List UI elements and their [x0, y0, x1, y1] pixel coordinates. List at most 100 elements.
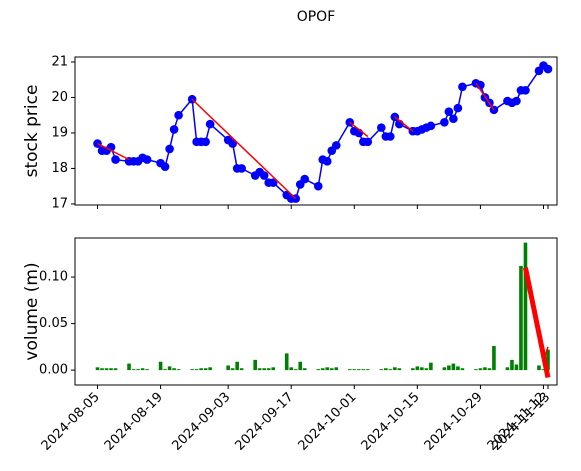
volume-bar — [235, 361, 239, 371]
price-marker — [363, 137, 373, 147]
volume-bar — [136, 369, 140, 371]
price-marker — [453, 103, 463, 113]
volume-bar — [393, 367, 397, 371]
volume-bar — [411, 368, 415, 371]
volume-bar — [347, 369, 352, 371]
volume-bar — [451, 363, 456, 371]
price-marker — [458, 82, 467, 92]
volume-bar — [546, 349, 550, 371]
volume-bar — [352, 369, 357, 371]
volume-bar — [415, 366, 420, 371]
volume-bar — [474, 369, 478, 371]
volume-bar — [379, 369, 384, 371]
price-marker — [521, 86, 530, 95]
volume-bar — [483, 367, 487, 371]
volume-bar — [388, 369, 393, 371]
volume-bar — [510, 359, 514, 371]
volume-bar — [366, 369, 370, 371]
y-axis-label: stock price — [22, 85, 42, 178]
volume-bar — [208, 367, 212, 371]
axes-frame — [74, 237, 558, 386]
y-tick-label: 17 — [51, 196, 68, 211]
volume-bar — [167, 366, 172, 371]
volume-bar — [271, 367, 276, 371]
price-marker — [259, 171, 269, 180]
volume-bar — [127, 363, 131, 371]
price-marker — [205, 119, 215, 129]
volume-bar — [537, 365, 541, 371]
trend-line — [349, 121, 369, 138]
price-marker — [300, 174, 310, 184]
y-tick-label: 21 — [51, 54, 68, 69]
x-tick-label: 2024-09-03 — [169, 390, 233, 454]
price-marker — [426, 121, 436, 131]
y-tick-label: 0.00 — [39, 363, 68, 378]
x-tick-label: 2024-10-15 — [359, 390, 423, 454]
volume-bar — [523, 242, 528, 371]
volume-bar — [140, 368, 145, 371]
price-marker — [228, 139, 237, 148]
price-marker — [322, 157, 332, 166]
volume-bar — [298, 361, 303, 371]
volume-bar — [131, 369, 136, 371]
volume-bar — [424, 368, 429, 371]
volume-bar — [293, 369, 298, 371]
volume-bar — [334, 367, 339, 371]
price-marker — [237, 164, 246, 173]
trend-line — [191, 98, 297, 200]
price-marker — [169, 125, 179, 134]
volume-bar — [384, 368, 388, 371]
volume-bar — [519, 265, 523, 371]
volume-bar — [104, 368, 109, 371]
volume-bar — [253, 359, 257, 371]
volume-bar — [100, 368, 104, 371]
x-tick-label: 2024-10-29 — [422, 390, 486, 454]
price-marker — [160, 162, 170, 171]
x-tick-label: 2024-09-17 — [232, 390, 296, 454]
volume-bar — [230, 368, 235, 371]
price-marker — [331, 141, 341, 150]
volume-bar — [514, 364, 519, 371]
price-marker — [449, 114, 458, 124]
price-marker — [142, 155, 152, 164]
price-marker — [313, 181, 323, 191]
volume-bar — [447, 365, 451, 371]
volume-bar — [320, 368, 325, 371]
volume-bar — [478, 368, 483, 371]
volume-bar — [239, 368, 244, 371]
volume-bar — [158, 361, 163, 371]
volume-bar — [257, 368, 262, 371]
volume-bar — [442, 367, 447, 371]
volume-bar — [456, 366, 460, 371]
y-tick-label: 20 — [51, 90, 68, 105]
volume-bar — [289, 367, 294, 371]
price-marker — [174, 110, 183, 120]
volume-bar — [163, 369, 167, 371]
trend-line — [475, 82, 495, 111]
price-marker — [165, 144, 174, 154]
trend-line — [394, 116, 414, 132]
y-tick-label: 0.05 — [39, 316, 68, 331]
volume-bar — [266, 368, 271, 371]
volume-bar — [284, 353, 289, 371]
price-marker — [440, 118, 449, 127]
volume-bar — [420, 367, 424, 371]
price-marker — [512, 96, 521, 106]
price-marker — [111, 155, 120, 164]
x-tick-label: 2024-08-19 — [102, 390, 166, 454]
volume-bar — [172, 368, 176, 371]
volume-bar — [361, 369, 366, 371]
y-tick-label: 18 — [51, 161, 68, 176]
price-marker — [201, 137, 210, 147]
volume-bar — [492, 345, 496, 371]
volume-bar — [302, 368, 307, 371]
volume-bar — [262, 368, 266, 371]
volume-bar — [190, 369, 194, 371]
volume-bar — [109, 368, 113, 371]
volume-bar — [194, 369, 199, 371]
volume-bar — [487, 368, 492, 371]
price-marker — [386, 132, 395, 141]
volume-bar — [505, 367, 510, 371]
volume-bar — [145, 369, 149, 371]
volume-bar — [429, 362, 433, 371]
